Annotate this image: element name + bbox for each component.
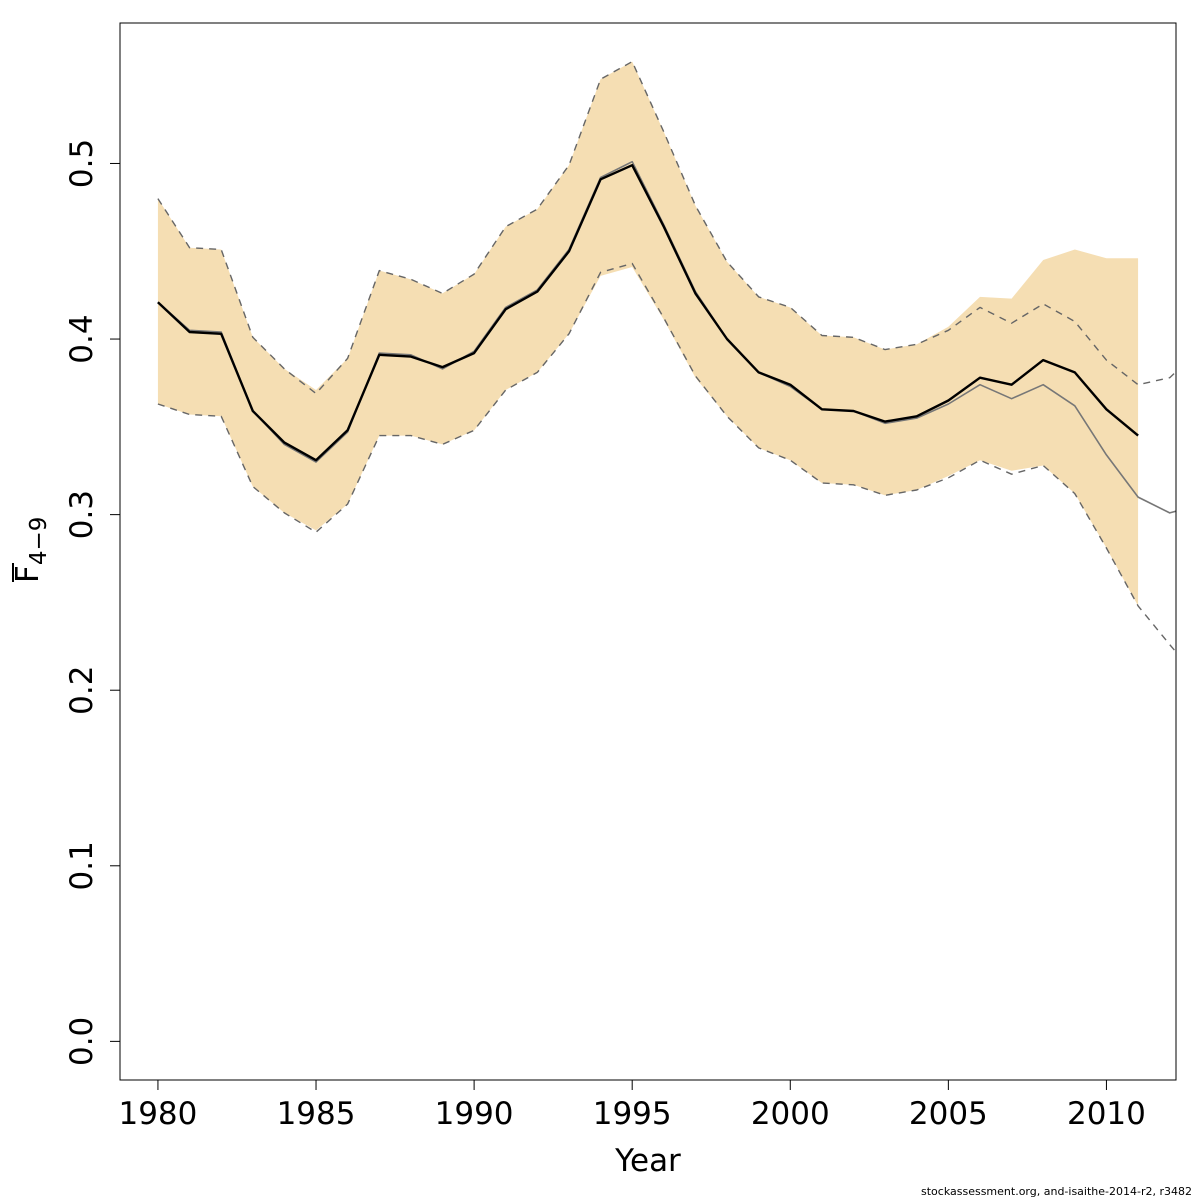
- y-axis-title: F4−9: [10, 517, 52, 583]
- footer-caption: stockassessment.org, and-isaithe-2014-r2…: [921, 1185, 1192, 1198]
- y-tick-label: 0.2: [64, 666, 100, 715]
- y-tick-label: 0.5: [64, 139, 100, 188]
- y-axis-title-subscript: 4−9: [26, 517, 52, 566]
- x-axis: 1980 1985 1990 1995 2000 2005 2010: [118, 1079, 1146, 1132]
- y-tick-label: 0.0: [64, 1017, 100, 1066]
- y-axis: 0.0 0.1 0.2 0.3 0.4 0.5: [64, 139, 121, 1066]
- lower-ci-line: [157, 262, 1176, 654]
- x-axis-title: Year: [614, 1143, 681, 1179]
- upper-ci-line: [157, 60, 1176, 395]
- svg-text:F4−9: F4−9: [10, 517, 52, 583]
- y-tick-label: 0.3: [64, 490, 100, 539]
- x-tick-label: 1995: [593, 1096, 672, 1132]
- y-axis-title-base: F: [10, 565, 46, 583]
- x-tick-label: 1980: [118, 1096, 197, 1132]
- y-tick-label: 0.4: [64, 314, 100, 363]
- x-tick-label: 2005: [909, 1096, 988, 1132]
- x-tick-label: 2010: [1067, 1096, 1146, 1132]
- x-tick-label: 1985: [277, 1096, 356, 1132]
- estimate-line: [157, 163, 1139, 462]
- x-tick-label: 1990: [435, 1096, 514, 1132]
- x-tick-label: 2000: [751, 1096, 830, 1132]
- confidence-band: [157, 61, 1139, 606]
- y-tick-label: 0.1: [64, 841, 100, 890]
